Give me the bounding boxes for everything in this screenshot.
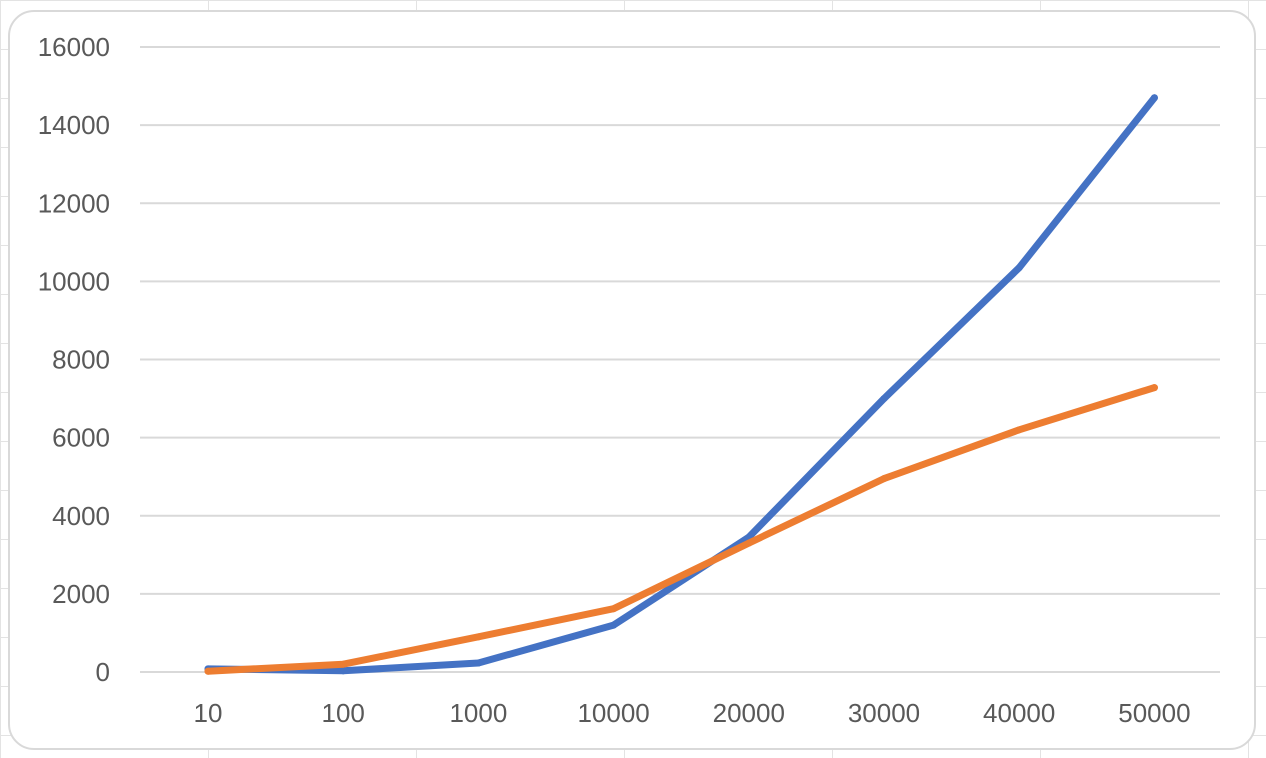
y-tick-label: 14000: [38, 110, 110, 140]
x-tick-label: 20000: [713, 698, 785, 728]
y-tick-label: 16000: [38, 32, 110, 62]
series-2-point[interactable]: [880, 475, 888, 483]
x-axis-tick-labels: 10 100 1000 10000 20000 30000 40000 50000: [194, 698, 1191, 728]
x-tick-label: 40000: [983, 698, 1055, 728]
x-tick-label: 100: [322, 698, 365, 728]
series-line-1[interactable]: [204, 94, 1158, 675]
y-tick-label: 12000: [38, 188, 110, 218]
series-1-point[interactable]: [880, 395, 888, 403]
x-tick-label: 1000: [449, 698, 507, 728]
series-2-point[interactable]: [610, 605, 618, 613]
series-1-point[interactable]: [1150, 94, 1158, 102]
y-tick-label: 2000: [52, 579, 110, 609]
series-2-point[interactable]: [1015, 426, 1023, 434]
series-2-point[interactable]: [339, 660, 347, 668]
y-axis-tick-labels: 0 2000 4000 6000 8000 10000 12000 14000 16000: [38, 32, 110, 687]
series-2-point[interactable]: [745, 539, 753, 547]
plot-area: [204, 94, 1158, 675]
y-tick-label: 6000: [52, 423, 110, 453]
y-tick-label: 8000: [52, 345, 110, 375]
y-tick-label: 4000: [52, 501, 110, 531]
series-1-point[interactable]: [1015, 264, 1023, 272]
x-tick-label: 30000: [848, 698, 920, 728]
series-1-point[interactable]: [610, 621, 618, 629]
x-tick-label: 10000: [577, 698, 649, 728]
series-1-point[interactable]: [474, 659, 482, 667]
y-tick-label: 10000: [38, 266, 110, 296]
chart-area[interactable]: [8, 10, 1256, 750]
series-2-point[interactable]: [204, 667, 212, 675]
x-tick-label: 50000: [1118, 698, 1190, 728]
series-2-point[interactable]: [1150, 384, 1158, 392]
series-1-point[interactable]: [339, 667, 347, 675]
series-2-point[interactable]: [474, 633, 482, 641]
series-line-2[interactable]: [204, 384, 1158, 675]
y-tick-label: 0: [96, 657, 110, 687]
horizontal-gridlines: [140, 46, 1220, 673]
x-tick-label: 10: [194, 698, 223, 728]
